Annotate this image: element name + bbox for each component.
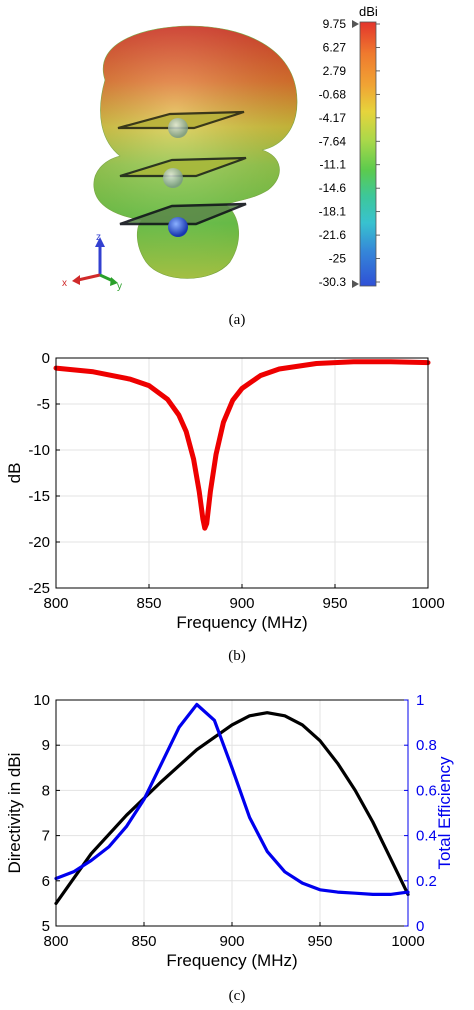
y-tick-label: -10: [28, 442, 50, 459]
return-loss-chart: 800 850 900 950 1000 0 -5 -10 -15 -20 -25 Frequency…: [5, 350, 445, 632]
x-tick-label: 1000: [391, 933, 424, 950]
x-tick-label: 800: [43, 933, 68, 950]
x-tick-label: 850: [136, 595, 161, 612]
y2-axis-label: Total Efficiency: [435, 756, 454, 870]
colorbar-tick-label: 2.79: [323, 64, 347, 78]
y-tick-label: 7: [42, 828, 50, 845]
colorbar-tick-label: -14.6: [319, 181, 347, 195]
y-axis-label: y: [117, 281, 122, 292]
x-tick-label: 800: [43, 595, 68, 612]
y2-tick-label: 0: [416, 918, 424, 935]
colorbar-tick-label: -4.17: [319, 111, 347, 125]
y2-tick-label: 0.6: [416, 782, 437, 799]
series-line-1: [54, 702, 410, 896]
y-tick-label: 5: [42, 918, 50, 935]
antenna-elements: [117, 110, 247, 237]
colorbar-tick-label: 6.27: [323, 40, 347, 54]
y2-tick-label: 0.2: [416, 873, 437, 890]
x-axis-label: x: [62, 278, 67, 289]
colorbar-tick-label: -0.68: [319, 87, 347, 101]
colorbar-bottom-marker: [352, 280, 359, 288]
y-axis-label: Directivity in dBi: [5, 753, 24, 874]
y-tick-label: 6: [42, 873, 50, 890]
colorbar-top-marker: [352, 20, 359, 28]
y-tick-label: 10: [33, 692, 50, 709]
y-tick-label: -20: [28, 534, 50, 551]
x-tick-label: 950: [307, 933, 332, 950]
x-axis-label: Frequency (MHz): [166, 951, 297, 970]
y-axis-label: dB: [5, 463, 24, 484]
colorbar-tick-label: -21.6: [319, 228, 347, 242]
x-axis-label: Frequency (MHz): [176, 613, 307, 632]
x-tick-label: 950: [322, 595, 347, 612]
x-tick-label: 900: [219, 933, 244, 950]
caption-b: (b): [228, 648, 246, 664]
y2-tick-label: 1: [416, 692, 424, 709]
colorbar-tick-label: -25: [329, 252, 347, 266]
colorbar-tick-label: -11.1: [320, 158, 347, 172]
y2-tick-label: 0.8: [416, 737, 437, 754]
y-tick-label: -15: [28, 488, 50, 505]
colorbar-tick-label: -7.64: [319, 134, 347, 148]
y2-tick-label: 0.4: [416, 828, 437, 845]
y-tick-label: -25: [28, 580, 50, 597]
colorbar-tick-label: 9.75: [323, 17, 347, 31]
y-tick-label: -5: [37, 396, 50, 413]
caption-c: (c): [228, 988, 246, 1004]
y-tick-label: 8: [42, 782, 50, 799]
radiation-pattern-body: [93, 25, 298, 279]
colorbar-unit: dBi: [359, 4, 378, 19]
x-tick-label: 1000: [411, 595, 444, 612]
y-tick-label: 0: [42, 350, 50, 367]
colorbar-tick-label: -18.1: [319, 205, 347, 219]
radiation-pattern-panel: z x y dBi 9.75 6.27 2.79 -0.68 -4.17 -7.64 -11…: [62, 4, 380, 292]
directivity-efficiency-chart: 800 850 900 950 1000 5 6 7 8 9 10 0 0.2 0.4 0.6 0.8 1 Tot…: [5, 692, 454, 970]
x-tick-label: 850: [131, 933, 156, 950]
series-line-0: [53, 359, 431, 531]
colorbar-tick-label: -30.3: [319, 275, 347, 289]
colorbar: dBi 9.75 6.27 2.79 -0.68 -4.17 -7.64 -11.1 -14.…: [319, 4, 380, 289]
caption-a: (a): [228, 312, 246, 328]
x-tick-label: 900: [229, 595, 254, 612]
z-axis-label: z: [96, 232, 101, 243]
y-tick-label: 9: [42, 737, 50, 754]
axes-triad: z x y: [62, 232, 122, 292]
